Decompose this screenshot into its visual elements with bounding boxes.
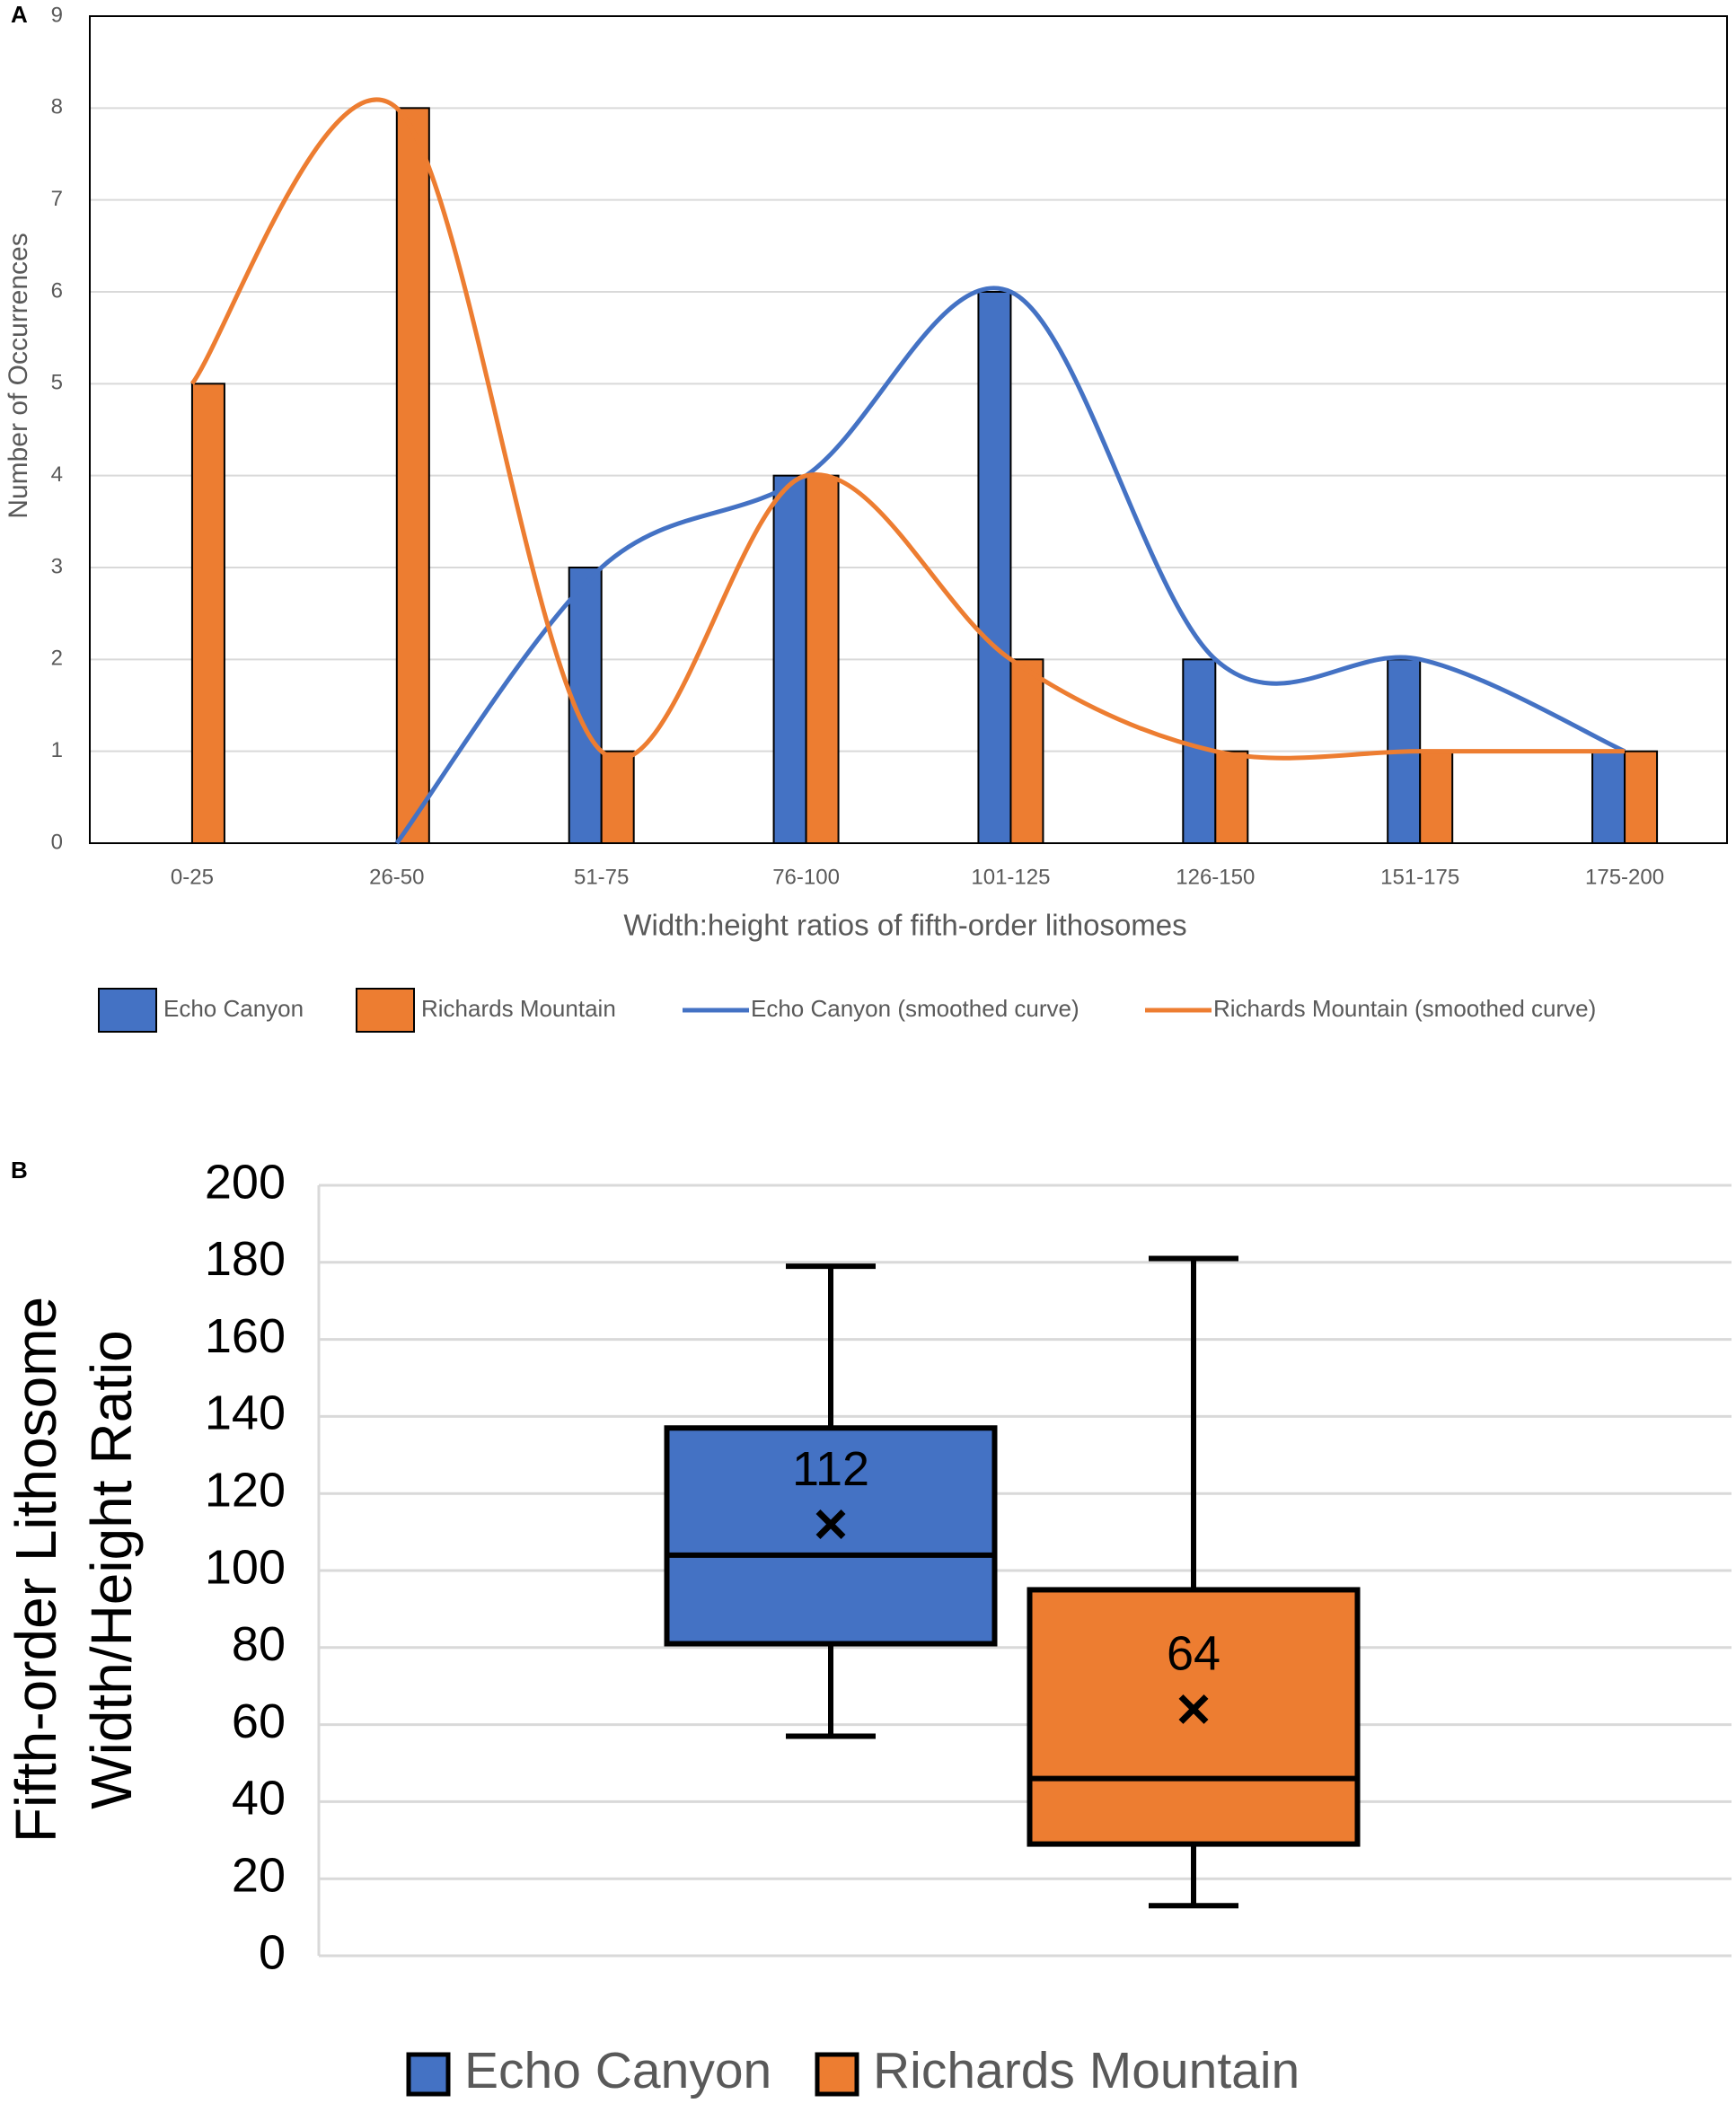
mean-marker <box>1178 1694 1209 1724</box>
legend-label: Richards Mountain (smoothed curve) <box>1213 995 1596 1022</box>
bar <box>1419 750 1454 845</box>
legend-label: Echo Canyon <box>163 995 304 1022</box>
y-tick-label: 140 <box>205 1386 286 1440</box>
y-axis-title: Width/Height Ratio <box>79 1330 144 1809</box>
y-tick-label: 1 <box>51 738 63 762</box>
x-tick-label: 26-50 <box>369 865 424 889</box>
y-tick-label: 200 <box>205 1155 286 1209</box>
legend-label: Echo Canyon <box>464 2042 771 2099</box>
panel-label: B <box>11 1157 28 1184</box>
y-tick-label: 40 <box>232 1772 286 1826</box>
bar <box>1591 750 1626 845</box>
y-tick-label: 0 <box>51 830 63 854</box>
bar <box>977 291 1012 844</box>
y-tick-label: 100 <box>205 1540 286 1594</box>
mean-marker <box>815 1509 846 1539</box>
mean-label: 112 <box>792 1442 869 1496</box>
y-tick-label: 120 <box>205 1463 286 1517</box>
y-tick-label: 80 <box>232 1617 286 1671</box>
y-tick-label: 2 <box>51 647 63 671</box>
bar <box>1009 658 1044 844</box>
bar <box>772 474 807 845</box>
legend-swatch <box>406 2052 451 2097</box>
bar <box>395 107 430 845</box>
mean-label: 64 <box>1167 1627 1220 1681</box>
y-tick-label: 4 <box>51 462 63 487</box>
x-tick-label: 0-25 <box>171 865 214 889</box>
x-tick-label: 51-75 <box>574 865 629 889</box>
y-tick-label: 6 <box>51 278 63 303</box>
y-tick-label: 8 <box>51 95 63 119</box>
x-axis-title: Width:height ratios of fifth-order litho… <box>623 909 1186 942</box>
smoothed-curve <box>189 97 1626 761</box>
legend-swatch <box>815 2052 859 2097</box>
y-tick-label: 5 <box>51 371 63 395</box>
bar <box>568 567 603 844</box>
bar <box>600 750 635 845</box>
legend-swatch <box>98 988 157 1033</box>
legend-label: Echo Canyon (smoothed curve) <box>751 995 1079 1022</box>
bar <box>1624 750 1659 845</box>
bar <box>805 474 840 845</box>
y-tick-label: 3 <box>51 554 63 578</box>
y-axis-title: Fifth-order Lithosome <box>4 1297 68 1843</box>
y-tick-label: 160 <box>205 1309 286 1363</box>
legend-label: Richards Mountain <box>873 2042 1300 2099</box>
bar <box>190 383 225 844</box>
y-axis-title: Number of Occurrences <box>4 233 33 518</box>
x-tick-label: 101-125 <box>971 865 1050 889</box>
box <box>1027 1587 1361 1847</box>
x-tick-label: 151-175 <box>1380 865 1459 889</box>
plot-frame <box>89 15 1728 844</box>
y-tick-label: 7 <box>51 187 63 211</box>
panel-label: A <box>11 1 28 28</box>
legend-swatch <box>356 988 415 1033</box>
x-tick-label: 76-100 <box>772 865 840 889</box>
box <box>664 1425 998 1647</box>
x-tick-label: 175-200 <box>1585 865 1664 889</box>
y-tick-label: 60 <box>232 1694 286 1748</box>
y-tick-label: 0 <box>259 1925 286 1979</box>
y-tick-label: 9 <box>51 3 63 27</box>
bar <box>1214 750 1249 845</box>
y-tick-label: 180 <box>205 1232 286 1286</box>
y-tick-label: 20 <box>232 1848 286 1902</box>
smoothed-curve <box>394 286 1626 845</box>
x-tick-label: 126-150 <box>1176 865 1255 889</box>
legend-label: Richards Mountain <box>421 995 616 1022</box>
